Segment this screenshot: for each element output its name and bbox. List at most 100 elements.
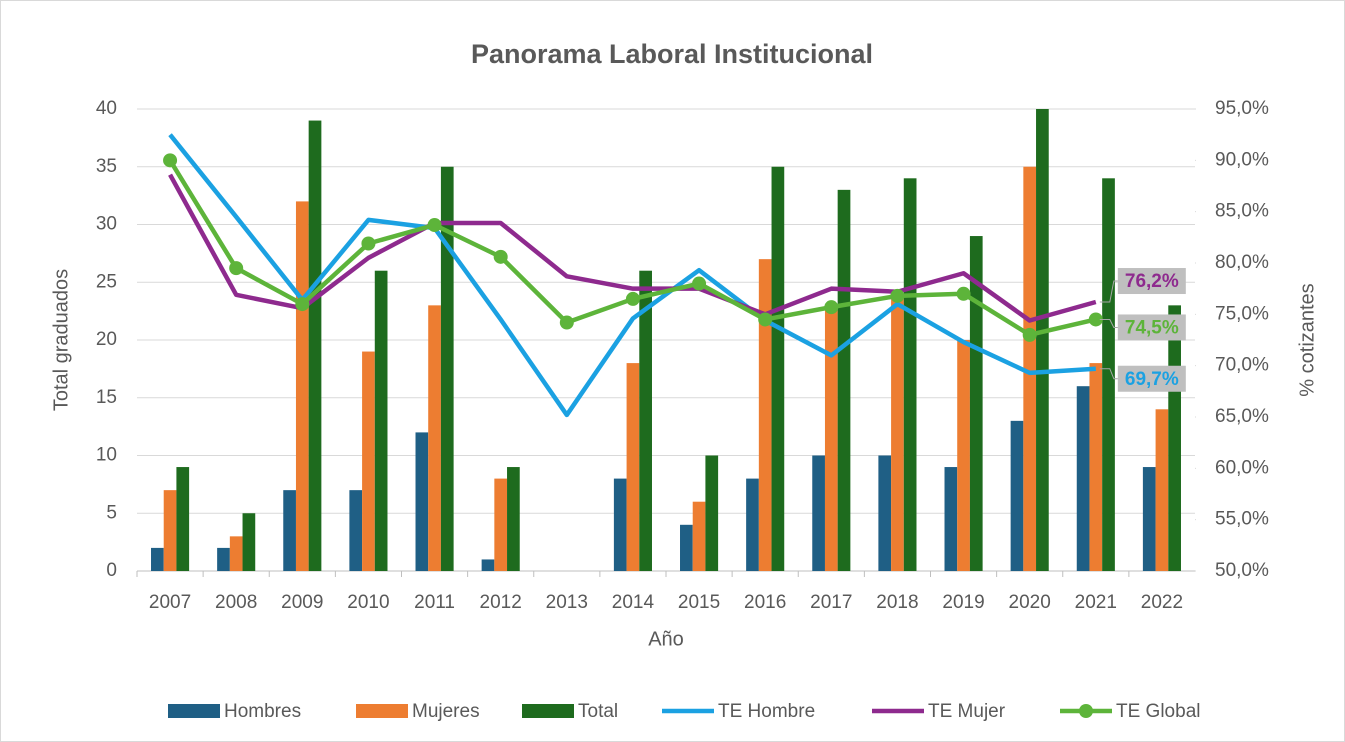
x-tick-label: 2021 (1075, 592, 1117, 613)
bar (1155, 409, 1169, 571)
bar (771, 166, 785, 571)
legend-swatch (522, 704, 574, 718)
bar (1076, 386, 1090, 571)
bar (1023, 166, 1037, 571)
marker (163, 153, 178, 168)
y2-tick-label: 65,0% (1215, 406, 1269, 427)
x-tick-label: 2012 (480, 592, 522, 613)
y-tick-label: 25 (96, 271, 117, 292)
bar (903, 178, 917, 572)
bar (1010, 420, 1024, 571)
data-label-box (1117, 268, 1186, 295)
y-tick-label: 40 (96, 98, 117, 119)
leader-line (1099, 368, 1118, 380)
marker (890, 288, 905, 303)
bar (1036, 109, 1049, 571)
bar (692, 501, 706, 571)
y2-tick-label: 55,0% (1215, 509, 1269, 530)
marker (295, 297, 310, 312)
marker (361, 236, 376, 251)
y2-tick-label: 95,0% (1215, 98, 1269, 119)
bar (705, 455, 719, 571)
y2-tick-label: 85,0% (1215, 201, 1269, 222)
marker (1088, 312, 1103, 327)
x-tick-label: 2009 (281, 592, 323, 613)
bar (824, 305, 838, 571)
marker (692, 276, 707, 291)
bar (151, 547, 164, 571)
bar (1089, 363, 1103, 571)
bar (283, 490, 296, 571)
x-tick-label: 2017 (810, 592, 852, 613)
bar (217, 547, 230, 571)
data-label-box (1117, 365, 1186, 392)
bar (639, 270, 652, 571)
bar (349, 490, 363, 571)
marker (1022, 327, 1037, 342)
bar (613, 478, 627, 571)
legend-swatch (168, 704, 220, 718)
marker (559, 315, 574, 330)
marker (229, 261, 244, 276)
bar (362, 351, 375, 571)
legend-label: Total (578, 701, 618, 722)
x-tick-label: 2019 (942, 592, 984, 613)
bar (891, 293, 904, 571)
y2-tick-label: 75,0% (1215, 303, 1269, 324)
bar (1102, 178, 1115, 572)
bar (1142, 467, 1156, 571)
bar (812, 455, 825, 571)
data-label: 74,5% (1125, 317, 1179, 338)
bar (878, 455, 892, 571)
bar (680, 524, 693, 571)
x-tick-label: 2014 (612, 592, 655, 613)
y-tick-label: 0 (106, 560, 117, 581)
y-tick-label: 35 (96, 156, 117, 177)
legend-swatch (356, 704, 408, 718)
y-axis-title: Total graduados (50, 269, 72, 411)
y-tick-label: 5 (106, 502, 117, 523)
y2-axis-title: % cotizantes (1296, 283, 1318, 396)
x-tick-label: 2018 (876, 592, 918, 613)
bar (626, 363, 640, 571)
data-label: 76,2% (1125, 271, 1179, 292)
bar (374, 270, 388, 571)
bar (758, 259, 772, 571)
marker (824, 300, 839, 315)
legend-label: TE Mujer (928, 701, 1006, 722)
x-tick-label: 2020 (1009, 592, 1051, 613)
y-tick-label: 30 (96, 214, 117, 235)
data-label-box (1117, 314, 1186, 341)
x-tick-label: 2015 (678, 592, 720, 613)
x-tick-label: 2007 (149, 592, 191, 613)
bar (229, 536, 243, 571)
y2-tick-label: 90,0% (1215, 149, 1269, 170)
leader-line (1099, 280, 1118, 303)
data-label: 69,7% (1125, 369, 1179, 390)
x-axis-title: Año (648, 628, 684, 650)
bar (837, 189, 851, 571)
y2-tick-label: 60,0% (1215, 457, 1269, 478)
y2-tick-label: 70,0% (1215, 355, 1269, 376)
bar (1168, 305, 1181, 571)
line (168, 133, 1096, 418)
bar (481, 559, 495, 571)
bar (163, 490, 177, 571)
bar (746, 478, 759, 571)
marker (758, 312, 773, 327)
legend-label: TE Global (1116, 701, 1200, 722)
bar (428, 305, 441, 571)
y2-tick-label: 80,0% (1215, 252, 1269, 273)
bar (242, 513, 256, 571)
legend-label: TE Hombre (718, 701, 815, 722)
marker (493, 249, 508, 264)
marker (956, 286, 971, 301)
bar (507, 467, 520, 571)
x-tick-label: 2022 (1141, 592, 1183, 613)
x-tick-label: 2011 (414, 592, 455, 613)
legend-label: Hombres (224, 701, 301, 722)
y-tick-label: 15 (96, 387, 117, 408)
bar (415, 432, 429, 571)
y2-tick-label: 50,0% (1215, 560, 1269, 581)
